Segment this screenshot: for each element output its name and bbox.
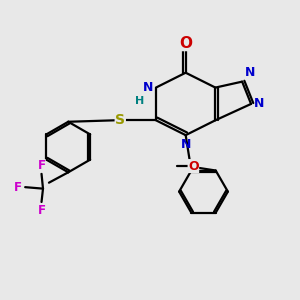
Text: O: O xyxy=(179,35,192,50)
Text: N: N xyxy=(181,138,191,151)
Text: N: N xyxy=(143,81,154,94)
Text: F: F xyxy=(38,159,46,172)
Text: O: O xyxy=(188,160,199,172)
Text: F: F xyxy=(38,203,46,217)
Text: N: N xyxy=(254,98,264,110)
Text: H: H xyxy=(135,96,144,106)
Text: F: F xyxy=(14,181,22,194)
Text: S: S xyxy=(115,113,125,127)
Text: N: N xyxy=(244,66,255,79)
